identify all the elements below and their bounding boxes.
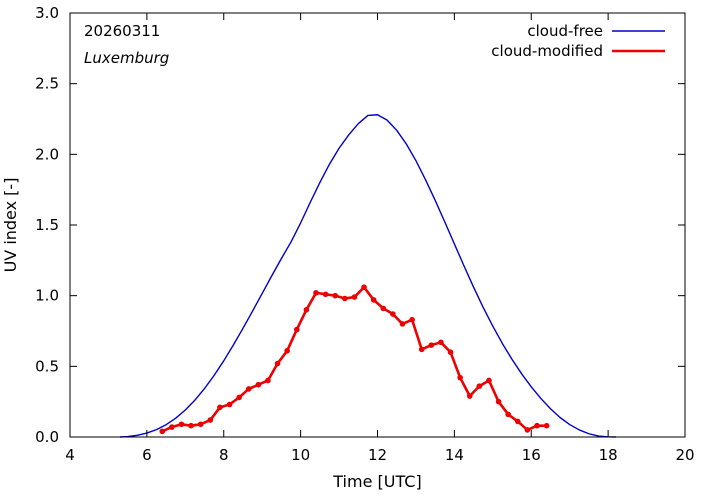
data-point-cloud-modified	[188, 422, 194, 429]
x-tick-label: 10	[291, 446, 310, 464]
data-point-cloud-modified	[409, 316, 415, 323]
data-point-cloud-modified	[399, 321, 406, 327]
data-point-cloud-modified	[486, 377, 492, 384]
location-annotation: Luxemburg	[84, 49, 169, 67]
y-axis-label: UV index [-]	[1, 178, 20, 273]
data-point-cloud-modified	[380, 305, 387, 312]
data-point-cloud-modified	[370, 297, 377, 303]
data-point-cloud-modified	[495, 398, 502, 405]
data-point-cloud-modified	[274, 360, 281, 367]
data-point-cloud-modified	[284, 347, 290, 354]
data-point-cloud-modified	[322, 291, 329, 298]
y-tick-label: 1.0	[35, 287, 59, 305]
data-point-cloud-modified	[236, 394, 242, 401]
x-axis-label: Time [UTC]	[332, 472, 421, 491]
data-point-cloud-modified	[476, 383, 483, 389]
x-tick-label: 4	[65, 446, 75, 464]
data-point-cloud-modified	[390, 311, 396, 317]
x-tick-label: 8	[219, 446, 229, 464]
data-point-cloud-modified	[159, 428, 166, 435]
y-tick-label: 2.5	[35, 75, 59, 93]
y-tick-label: 1.5	[35, 216, 59, 234]
data-point-cloud-modified	[313, 290, 319, 296]
y-tick-label: 0.5	[35, 357, 59, 375]
y-tick-label: 2.0	[35, 145, 59, 163]
data-point-cloud-modified	[293, 326, 300, 333]
data-point-cloud-modified	[255, 381, 262, 388]
data-point-cloud-modified	[447, 349, 454, 356]
data-point-cloud-modified	[505, 411, 511, 418]
x-tick-label: 6	[142, 446, 152, 464]
x-tick-label: 14	[445, 446, 464, 464]
legend: cloud-free cloud-modified	[491, 22, 665, 60]
data-point-cloud-modified	[226, 401, 233, 408]
x-tick-label: 16	[522, 446, 541, 464]
y-tick-label: 3.0	[35, 4, 59, 22]
data-point-cloud-modified	[361, 284, 367, 290]
legend-label-cloud-free: cloud-free	[527, 22, 603, 40]
data-point-cloud-modified	[197, 421, 204, 428]
data-point-cloud-modified	[351, 294, 358, 300]
ticks-layer: 4 6 8 10 12 14 16 18 20 0.0 0.5 1.0 1.5 2.0 2.5 3.0	[35, 4, 694, 464]
data-point-cloud-modified	[178, 421, 185, 428]
x-tick-label: 12	[368, 446, 387, 464]
data-point-cloud-modified	[418, 346, 425, 353]
x-tick-label: 20	[675, 446, 694, 464]
data-point-cloud-modified	[457, 374, 463, 381]
date-annotation: 20260311	[84, 22, 160, 40]
data-point-cloud-modified	[534, 422, 540, 429]
series-line-cloud-free	[119, 114, 616, 438]
data-point-cloud-modified	[332, 292, 339, 299]
data-point-cloud-modified	[514, 418, 521, 425]
y-tick-label: 0.0	[35, 428, 59, 446]
data-point-cloud-modified	[438, 339, 444, 346]
data-point-cloud-modified	[217, 404, 223, 411]
data-point-cloud-modified	[466, 393, 473, 399]
data-point-cloud-modified	[543, 422, 550, 429]
data-point-cloud-modified	[303, 307, 310, 313]
x-tick-label: 18	[599, 446, 618, 464]
data-point-cloud-modified	[265, 377, 271, 384]
data-point-cloud-modified	[342, 295, 348, 302]
legend-label-cloud-modified: cloud-modified	[491, 42, 603, 60]
data-point-cloud-modified	[207, 417, 214, 423]
data-point-cloud-modified	[169, 424, 175, 430]
series-layer	[119, 114, 616, 438]
data-point-cloud-modified	[524, 427, 531, 433]
data-point-cloud-modified	[245, 386, 252, 392]
data-point-cloud-modified	[428, 342, 435, 348]
